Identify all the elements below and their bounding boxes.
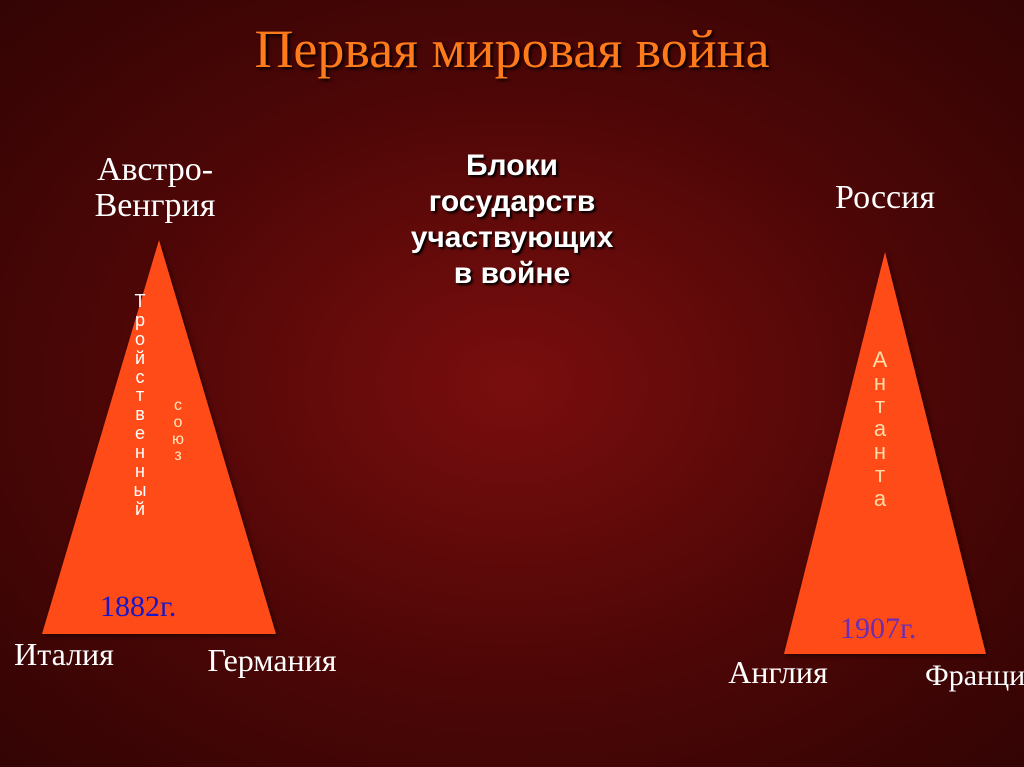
right-apex-label: Россия bbox=[800, 180, 970, 216]
slide-title: Первая мировая война bbox=[0, 18, 1024, 80]
right-vertical-main: Антанта bbox=[868, 348, 892, 510]
slide: Первая мировая война Блоки государств уч… bbox=[0, 0, 1024, 767]
left-bottom-left-label: Италия bbox=[0, 638, 134, 672]
right-bottom-left-label: Англия bbox=[698, 656, 858, 690]
right-bottom-right-label: Франция bbox=[912, 660, 1024, 692]
left-apex-label: Австро- Венгрия bbox=[60, 152, 250, 223]
right-year: 1907г. bbox=[840, 612, 916, 646]
left-triangle bbox=[42, 240, 276, 634]
left-vertical-main: Тройственный bbox=[128, 292, 152, 519]
left-year: 1882г. bbox=[100, 590, 176, 624]
left-vertical-secondary: союз bbox=[168, 398, 188, 465]
left-bottom-right-label: Германия bbox=[172, 644, 372, 678]
